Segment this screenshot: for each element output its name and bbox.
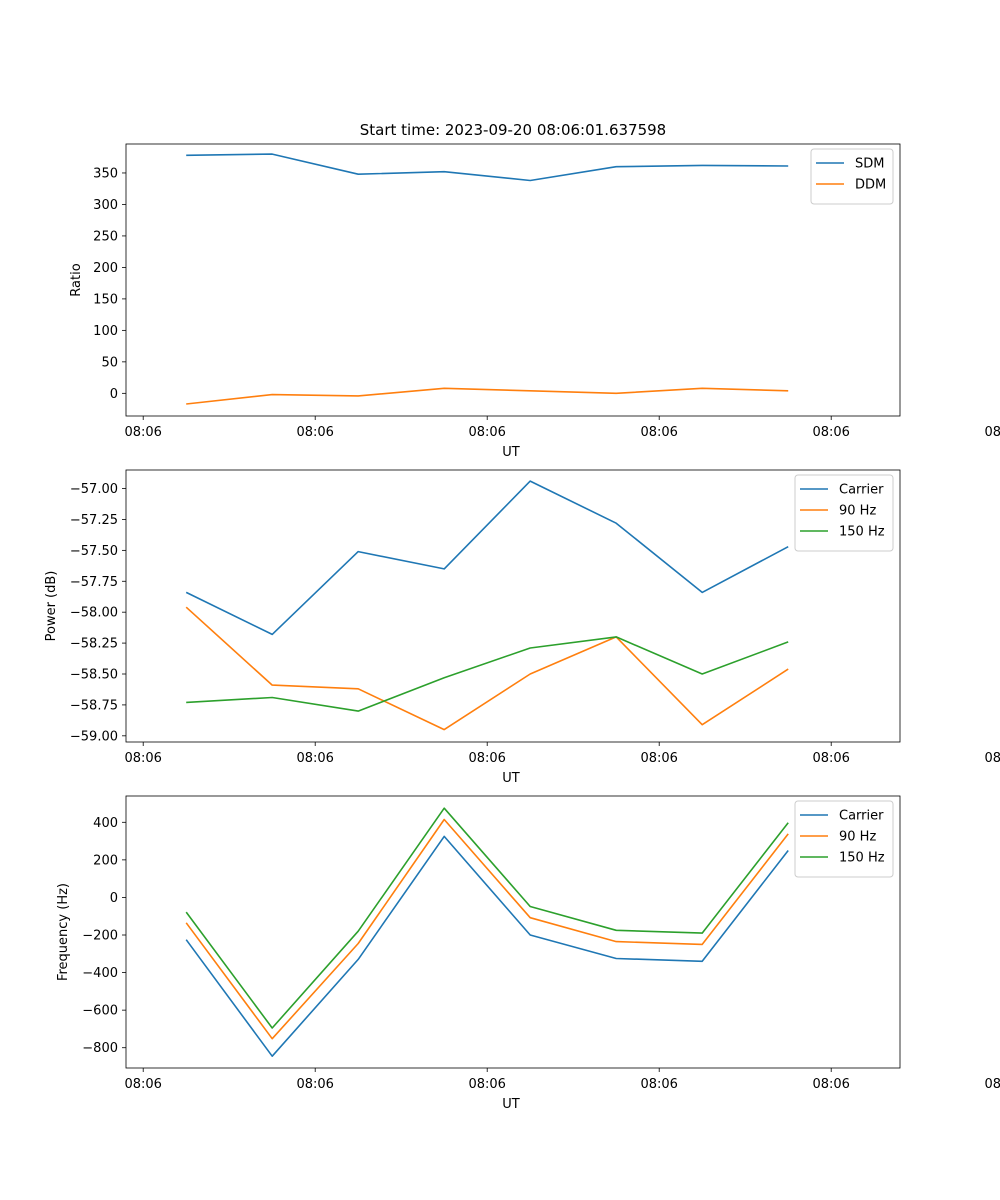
y-tick-label: 200 (93, 853, 118, 868)
series-line-150-hz (185, 807, 789, 1029)
y-tick-label: 150 (93, 292, 118, 307)
x-tick-label: 08:06 (124, 751, 161, 766)
y-tick-label: 200 (93, 261, 118, 276)
y-tick-label: 300 (93, 198, 118, 213)
legend-label: SDM (855, 157, 884, 172)
y-tick-label: −57.75 (70, 575, 118, 590)
x-tick-label: 08:06 (640, 1077, 677, 1092)
x-tick-label: 08:06 (124, 1077, 161, 1092)
y-tick-label: −57.25 (70, 513, 118, 528)
y-tick-label: −800 (82, 1041, 118, 1056)
chart-3: 08:0608:0608:0608:0608:0608:0608:07−800−… (56, 795, 1000, 1112)
x-tick-label: 08:06 (812, 751, 849, 766)
x-tick-label: 08:06 (124, 425, 161, 440)
legend-label: 150 Hz (839, 525, 885, 540)
y-tick-label: −57.00 (70, 482, 118, 497)
x-tick-label: 08:06 (812, 1077, 849, 1092)
chart-1: 08:0608:0608:0608:0608:0608:0608:0705010… (69, 143, 1000, 460)
y-tick-label: −58.50 (70, 668, 118, 683)
y-tick-label: −58.75 (70, 698, 118, 713)
y-tick-label: −59.00 (70, 729, 118, 744)
x-tick-label: 08:06 (296, 751, 333, 766)
series-line-150-hz (186, 636, 789, 712)
y-tick-label: −200 (82, 929, 118, 944)
legend-box (794, 474, 894, 552)
chart-2: 08:0608:0608:0608:0608:0608:0608:07−59.0… (44, 469, 1000, 786)
legend-label: 90 Hz (839, 504, 876, 519)
y-tick-label: 250 (93, 229, 118, 244)
y-tick-label: 50 (101, 355, 118, 370)
figure-title: Start time: 2023-09-20 08:06:01.637598 (360, 121, 666, 139)
axes-frame (125, 795, 901, 1069)
series-line-carrier (185, 835, 789, 1057)
x-tick-label: 08:06 (468, 1077, 505, 1092)
charts: 08:0608:0608:0608:0608:0608:0608:0705010… (44, 143, 1000, 1112)
y-tick-label: 0 (110, 891, 118, 906)
series-line-90-hz (185, 606, 789, 731)
legend: Carrier 90 Hz 150 Hz (794, 800, 894, 878)
y-tick-label: −400 (82, 966, 118, 981)
y-tick-label: −57.50 (70, 544, 118, 559)
x-tick-label: 08:06 (984, 751, 1000, 766)
legend-label: DDM (855, 178, 886, 193)
y-tick-label: −600 (82, 1004, 118, 1019)
x-tick-label: 08:06 (296, 425, 333, 440)
series-line-ddm (186, 387, 789, 405)
x-tick-label: 08:06 (984, 1077, 1000, 1092)
series-line-sdm (186, 153, 789, 182)
legend-label: 150 Hz (839, 851, 885, 866)
x-tick-label: 08:06 (812, 425, 849, 440)
x-axis-label: UT (502, 771, 520, 786)
y-tick-label: −58.00 (70, 606, 118, 621)
y-tick-label: 0 (110, 387, 118, 402)
legend-label: Carrier (839, 483, 884, 498)
y-tick-label: 100 (93, 324, 118, 339)
legend: Carrier 90 Hz 150 Hz (794, 474, 894, 552)
x-tick-label: 08:06 (984, 425, 1000, 440)
x-tick-label: 08:06 (468, 425, 505, 440)
y-tick-label: 400 (93, 816, 118, 831)
axes-frame (125, 143, 901, 417)
x-tick-label: 08:06 (296, 1077, 333, 1092)
y-tick-label: 350 (93, 166, 118, 181)
legend-label: Carrier (839, 809, 884, 824)
y-axis-label: Frequency (Hz) (56, 883, 71, 981)
x-tick-label: 08:06 (640, 425, 677, 440)
x-tick-label: 08:06 (640, 751, 677, 766)
x-tick-label: 08:06 (468, 751, 505, 766)
legend: SDM DDM (810, 148, 894, 205)
y-axis-label: Ratio (69, 263, 84, 296)
legend-label: 90 Hz (839, 830, 876, 845)
x-axis-label: UT (502, 445, 520, 460)
y-axis-label: Power (dB) (44, 571, 59, 642)
series-line-carrier (185, 480, 789, 636)
x-axis-label: UT (502, 1097, 520, 1112)
y-tick-label: −58.25 (70, 637, 118, 652)
series-line-90-hz (185, 818, 789, 1040)
legend-box (794, 800, 894, 878)
axes-frame (125, 469, 901, 743)
